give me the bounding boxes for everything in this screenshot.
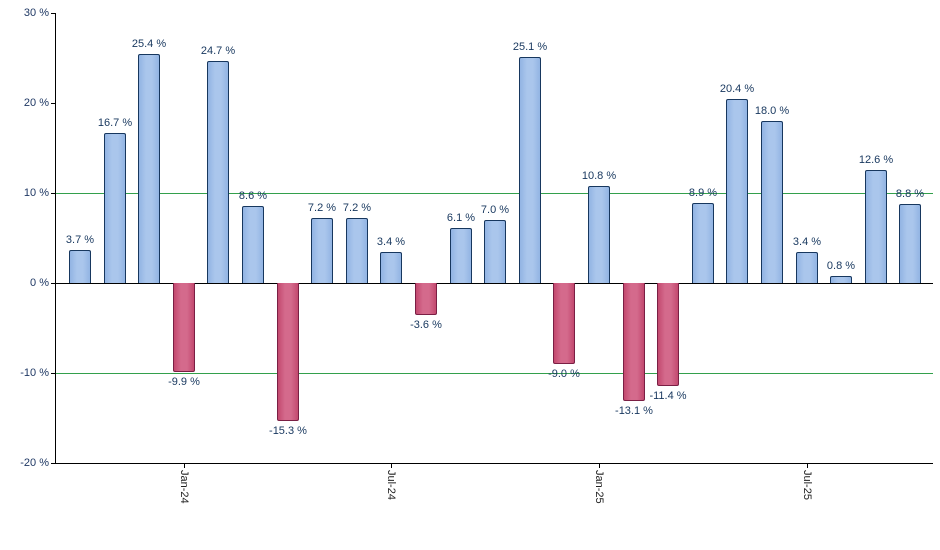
bar-value-label-9: 3.4 % — [376, 236, 406, 249]
y-axis-tick-label: 20 % — [23, 97, 49, 109]
bar-value-label-12: 7.0 % — [480, 204, 510, 216]
bar-value-label-20: 18.0 % — [754, 105, 790, 117]
bar-value-label-15: 10.8 % — [581, 169, 617, 182]
bar-value-label-5: 8.6 % — [238, 189, 268, 202]
bar-value-label-16: -13.1 % — [615, 404, 653, 417]
bar-value-label-7: 7.2 % — [307, 202, 337, 215]
x-axis-tick — [391, 463, 392, 468]
y-axis-tick-label: -10 % — [20, 367, 49, 379]
bar-17 — [657, 283, 679, 386]
bar-21 — [796, 252, 818, 283]
y-axis-tick-label: -20 % — [20, 457, 49, 469]
x-axis-tick-label: Jan-25 — [593, 470, 605, 504]
bar-0 — [69, 249, 91, 283]
bar-4 — [207, 60, 229, 283]
bar-value-label-3: -9.9 % — [168, 376, 200, 389]
x-axis-tick-label: Jul-25 — [801, 470, 813, 500]
bar-value-label-1: 16.7 % — [97, 116, 133, 129]
x-axis-tick — [599, 463, 600, 468]
x-axis-tick — [807, 463, 808, 468]
y-axis-line — [55, 13, 56, 463]
x-axis-line — [55, 463, 933, 464]
y-axis-tick — [51, 283, 55, 284]
bar-value-label-24: 8.8 % — [895, 187, 925, 200]
zero-line — [55, 283, 933, 284]
gridline--10pct — [55, 373, 933, 374]
y-axis-tick — [51, 193, 55, 194]
bar-value-label-13: 25.1 % — [512, 41, 548, 54]
bar-9 — [380, 252, 402, 283]
bar-13 — [519, 57, 541, 283]
bar-22 — [830, 275, 852, 283]
y-axis-tick-label: 0 % — [30, 277, 49, 289]
y-axis-tick-label: 30 % — [23, 7, 49, 19]
bar-value-label-19: 20.4 % — [719, 83, 755, 96]
bar-10 — [415, 283, 437, 316]
y-axis-tick-label: 10 % — [23, 187, 49, 199]
bar-20 — [761, 121, 783, 283]
bar-3 — [173, 283, 195, 373]
y-axis-tick — [51, 103, 55, 104]
bar-7 — [311, 218, 333, 283]
bar-value-label-0: 3.7 % — [65, 233, 95, 246]
bar-1 — [104, 132, 126, 283]
x-axis-tick — [184, 463, 185, 468]
bar-6 — [277, 283, 299, 421]
bar-value-label-10: -3.6 % — [410, 319, 442, 332]
bar-value-label-23: 12.6 % — [858, 153, 894, 166]
bar-16 — [623, 283, 645, 401]
bar-value-label-2: 25.4 % — [131, 38, 167, 51]
x-axis-tick-label: Jan-24 — [178, 470, 190, 504]
y-axis-tick — [51, 13, 55, 14]
y-axis-tick — [51, 463, 55, 464]
gridline-10pct — [55, 193, 933, 194]
bar-24 — [899, 203, 921, 283]
bar-15 — [588, 185, 610, 283]
bar-value-label-6: -15.3 % — [269, 424, 307, 437]
bar-value-label-11: 6.1 % — [446, 212, 476, 225]
bar-11 — [450, 228, 472, 283]
bar-value-label-17: -11.4 % — [649, 389, 687, 402]
bar-12 — [484, 220, 506, 283]
bar-value-label-18: 8.9 % — [688, 186, 718, 199]
bar-2 — [138, 54, 160, 283]
bar-value-label-14: -9.0 % — [548, 368, 580, 380]
y-axis-tick — [51, 373, 55, 374]
bar-23 — [865, 169, 887, 283]
bar-18 — [692, 202, 714, 283]
bar-5 — [242, 205, 264, 283]
bar-19 — [726, 99, 748, 283]
bar-value-label-4: 24.7 % — [200, 44, 236, 57]
bar-value-label-22: 0.8 % — [826, 259, 856, 272]
bar-14 — [553, 283, 575, 364]
x-axis-tick-label: Jul-24 — [385, 470, 397, 500]
bar-value-label-8: 7.2 % — [342, 202, 372, 215]
bar-8 — [346, 218, 368, 283]
bar-value-label-21: 3.4 % — [792, 236, 822, 249]
